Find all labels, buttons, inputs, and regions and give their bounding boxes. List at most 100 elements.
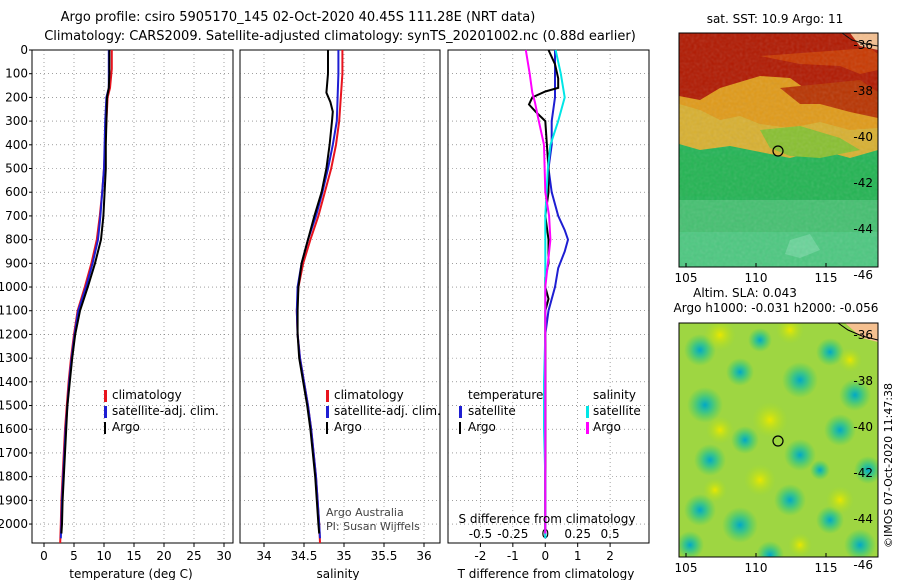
legend-swatch-t-argo	[459, 422, 461, 434]
y-tick-label: 1800	[0, 470, 28, 484]
sla-blob	[679, 531, 704, 557]
map-y-tick-label: -36	[853, 328, 873, 342]
sla-blob	[784, 439, 816, 471]
map-y-tick-label: -38	[853, 84, 873, 98]
y-tick-label: 1400	[0, 375, 28, 389]
map-x-tick-label: 110	[745, 561, 768, 575]
x-tick-label: -1	[507, 549, 519, 563]
sla-blob	[756, 541, 784, 557]
legend-label-s-argo: Argo	[593, 420, 621, 434]
series-t-argo	[527, 49, 560, 534]
sla-map-frame	[678, 322, 879, 558]
sla-blob-high	[752, 402, 788, 438]
y-tick-label: 1000	[0, 280, 28, 294]
legend-swatch-argo	[104, 422, 106, 434]
y-tick-label: 300	[5, 114, 28, 128]
sla-blob	[854, 456, 878, 484]
sla-blob-high	[838, 348, 862, 372]
x-tick-label: 5	[70, 549, 78, 563]
x-label-salinity: salinity	[316, 567, 359, 580]
sst-map-frame	[678, 32, 879, 268]
legend-swatch-argo	[326, 422, 328, 434]
sst-map-title: sat. SST: 10.9 Argo: 11	[707, 12, 844, 26]
sla-map: Altim. SLA: 0.043 Argo h1000: -0.031 h20…	[674, 286, 879, 575]
series-argo	[60, 50, 111, 534]
credit-line-2: PI: Susan Wijffels	[326, 520, 420, 533]
map-y-tick-label: -44	[853, 222, 873, 236]
map-y-tick-label: -38	[853, 374, 873, 388]
sla-blob-high	[703, 478, 727, 502]
series-climatology	[59, 50, 113, 544]
y-tick-label: 1200	[0, 327, 28, 341]
series-argo	[296, 50, 334, 534]
x-label-temperature: temperature (deg C)	[69, 567, 192, 580]
legend-label-argo: Argo	[112, 420, 140, 434]
y-tick-label: 800	[5, 233, 28, 247]
temperature-legend: climatology satellite-adj. clim. Argo	[104, 388, 219, 434]
y-tick-label: 900	[5, 256, 28, 270]
legend-label-argo: Argo	[334, 420, 362, 434]
legend-label-t-argo: Argo	[468, 420, 496, 434]
salinity-panel	[239, 49, 441, 544]
y-tick-label: 100	[5, 67, 28, 81]
x-tick-label: 30	[216, 549, 231, 563]
sla-blob	[774, 484, 806, 516]
x-tick-label: -2	[474, 549, 486, 563]
legend-label-t-satellite: satellite	[468, 404, 516, 418]
x-tick-label: 25	[186, 549, 201, 563]
legend-swatch-s-satellite	[586, 406, 589, 418]
sla-blob	[722, 507, 758, 543]
map-y-tick-label: -46	[853, 268, 873, 282]
y-tick-label: 700	[5, 209, 28, 223]
series-s-satellite	[543, 49, 566, 539]
legend-swatch-climatology	[326, 390, 329, 402]
y-tick-label: 500	[5, 162, 28, 176]
map-y-tick-label: -46	[853, 558, 873, 572]
sla-blob	[816, 338, 844, 366]
header-line2: Climatology: CARS2009. Satellite-adjuste…	[44, 29, 636, 44]
map-y-tick-label: -44	[853, 512, 873, 526]
sla-blob-high	[776, 323, 804, 344]
watermark: ©IMOS 07-Oct-2020 11:47:38	[882, 383, 895, 548]
legend-label-climatology: climatology	[334, 388, 404, 402]
sla-blob	[726, 358, 754, 386]
sla-blob	[694, 444, 726, 476]
map-y-tick-label: -42	[853, 466, 873, 480]
argo-float-marker	[772, 435, 784, 447]
map-x-tick-label: 115	[815, 271, 838, 285]
map-y-tick-label: -40	[853, 420, 873, 434]
y-tick-label: 2000	[0, 517, 28, 531]
s-diff-tick-label: -0.25	[497, 527, 528, 541]
map-y-tick-label: -40	[853, 130, 873, 144]
sla-blob	[824, 414, 856, 446]
x-tick-label: 2	[606, 549, 614, 563]
sla-blob-high	[788, 533, 812, 557]
sla-blob	[684, 494, 716, 526]
s-diff-axis-label: S difference from climatology	[459, 512, 636, 526]
x-tick-label: 10	[96, 549, 111, 563]
y-tick-label: 400	[5, 138, 28, 152]
y-tick-label: 1300	[0, 351, 28, 365]
legend-swatch-s-argo	[586, 422, 589, 434]
sla-blob	[810, 460, 830, 480]
s-diff-tick-label: 0.25	[564, 527, 591, 541]
y-tick-label: 1500	[0, 399, 28, 413]
legend-label-satellite: satellite-adj. clim.	[112, 404, 219, 418]
x-tick-label: 34	[256, 549, 271, 563]
sla-blob	[748, 328, 772, 352]
sla-blob-high	[706, 416, 734, 444]
x-tick-label: 15	[126, 549, 141, 563]
legend-title-salinity: salinity	[593, 388, 636, 402]
credit-line-1: Argo Australia	[326, 506, 404, 519]
legend-swatch-satellite	[104, 406, 107, 418]
x-tick-label: 20	[156, 549, 171, 563]
x-label-t-difference: T difference from climatology	[457, 567, 635, 580]
map-x-tick-label: 105	[675, 271, 698, 285]
y-tick-label: 1700	[0, 446, 28, 460]
legend-label-s-satellite: satellite	[593, 404, 641, 418]
sla-map-title-1: Altim. SLA: 0.043	[693, 286, 797, 300]
map-y-tick-label: -36	[853, 38, 873, 52]
series-s-argo	[524, 49, 552, 534]
sla-blob	[844, 529, 876, 557]
